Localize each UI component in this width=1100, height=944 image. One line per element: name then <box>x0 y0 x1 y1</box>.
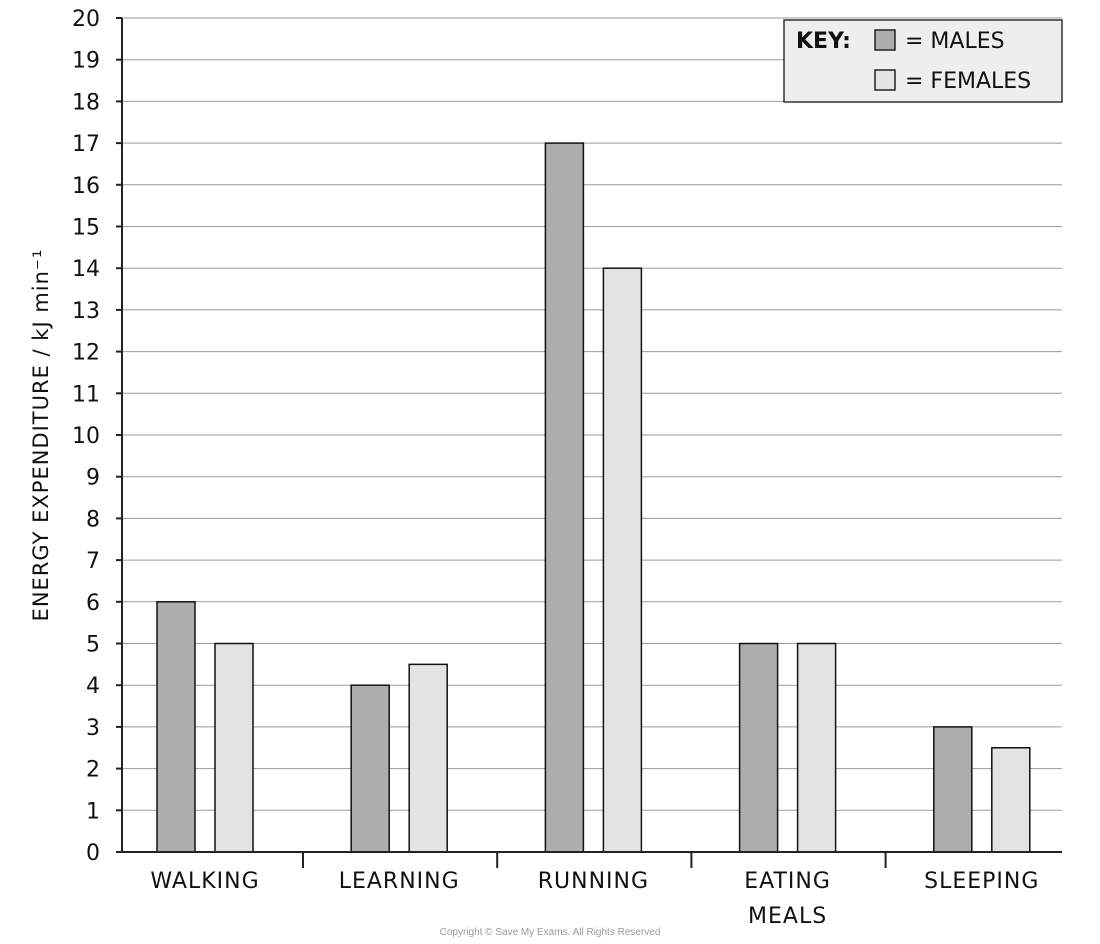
bars <box>156 142 1031 853</box>
legend-swatch-males <box>874 29 896 51</box>
y-tick-label: 14 <box>72 257 100 282</box>
y-tick-label: 11 <box>72 382 100 407</box>
y-tick-label: 18 <box>72 90 100 115</box>
bar-females-walking <box>214 642 254 853</box>
x-category-label: RUNNING <box>538 869 649 894</box>
y-tick-label: 12 <box>72 341 100 366</box>
y-tick-label: 0 <box>86 841 100 866</box>
bar-females-running <box>602 267 643 853</box>
y-tick-label: 6 <box>86 591 100 616</box>
y-tick-label: 8 <box>86 507 100 532</box>
y-tick-label: 3 <box>86 716 100 741</box>
legend-label-females: = FEMALES <box>905 69 1031 94</box>
legend-label-males: = MALES <box>905 29 1005 54</box>
x-category-label: EATING <box>744 869 831 894</box>
bar-females-learning <box>408 663 448 853</box>
y-tick-label: 5 <box>86 633 100 658</box>
bar-males-sleeping <box>933 726 973 853</box>
y-tick-label: 7 <box>86 549 100 574</box>
bar-males-running <box>544 142 585 853</box>
y-tick-label: 9 <box>86 466 100 491</box>
gridlines <box>122 17 1062 811</box>
x-category-labels: WALKING LEARNING RUNNING EATING MEALS SLEEPIN… <box>150 852 1039 929</box>
bar-females-eating-meals <box>796 642 837 853</box>
bar-females-sleeping <box>991 747 1031 853</box>
y-tick-label: 17 <box>72 132 100 157</box>
legend-swatch-females <box>874 69 896 91</box>
bar-males-walking <box>156 601 196 853</box>
y-tick-label: 10 <box>72 424 100 449</box>
x-category-label: LEARNING <box>339 869 460 894</box>
bar-males-learning <box>350 684 390 853</box>
legend-title: KEY: <box>796 29 851 54</box>
x-category-label: MEALS <box>748 904 827 929</box>
y-tick-label: 16 <box>72 174 100 199</box>
y-tick-label: 20 <box>72 7 100 32</box>
y-tick-label: 15 <box>72 216 100 241</box>
legend: KEY: = MALES = FEMALES <box>783 19 1063 103</box>
y-tick-label: 1 <box>86 799 100 824</box>
bar-males-eating-meals <box>738 642 779 853</box>
legend-box <box>783 19 1063 103</box>
y-tick-label: 19 <box>72 49 100 74</box>
y-axis-title: ENERGY EXPENDITURE / kJ min⁻¹ <box>29 249 53 622</box>
y-tick-label: 4 <box>86 674 100 699</box>
copyright-text: Copyright © Save My Exams. All Rights Re… <box>440 927 661 938</box>
x-category-label: SLEEPING <box>924 869 1039 894</box>
y-tick-label: 2 <box>86 758 100 783</box>
x-category-label: WALKING <box>150 869 259 894</box>
y-tick-label: 13 <box>72 299 100 324</box>
